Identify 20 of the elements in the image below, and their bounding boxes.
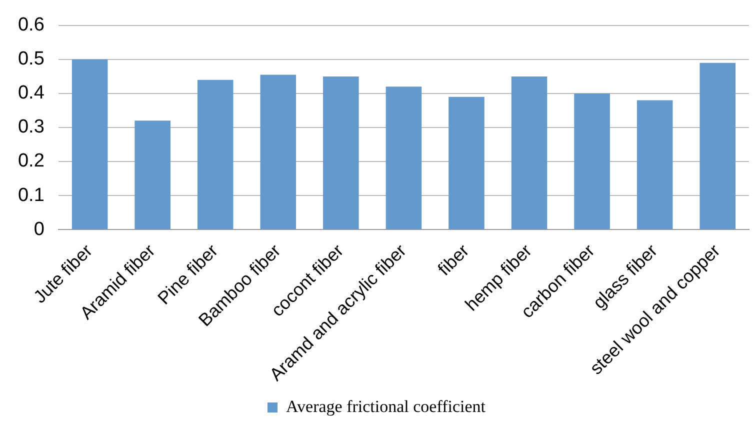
- bar: [448, 96, 484, 230]
- x-tick-label: fiber: [434, 240, 473, 280]
- legend-label: Average frictional coefficient: [286, 396, 486, 416]
- bar: [511, 76, 548, 230]
- y-tick-label: 0.4: [18, 82, 45, 104]
- bar: [197, 80, 234, 230]
- bar: [323, 76, 359, 230]
- bar: [636, 100, 673, 230]
- bar: [260, 74, 296, 230]
- y-tick-label: 0.2: [18, 150, 44, 172]
- y-tick-label: 0.1: [18, 184, 44, 206]
- y-tick-label: 0.6: [18, 14, 44, 36]
- y-tick-label: 0.3: [18, 116, 44, 138]
- y-tick-label: 0: [34, 218, 44, 240]
- bar: [700, 62, 736, 230]
- bar: [574, 93, 610, 230]
- bar: [134, 120, 170, 230]
- bar: [386, 86, 422, 230]
- y-tick-label: 0.5: [18, 48, 44, 70]
- bar: [72, 59, 108, 230]
